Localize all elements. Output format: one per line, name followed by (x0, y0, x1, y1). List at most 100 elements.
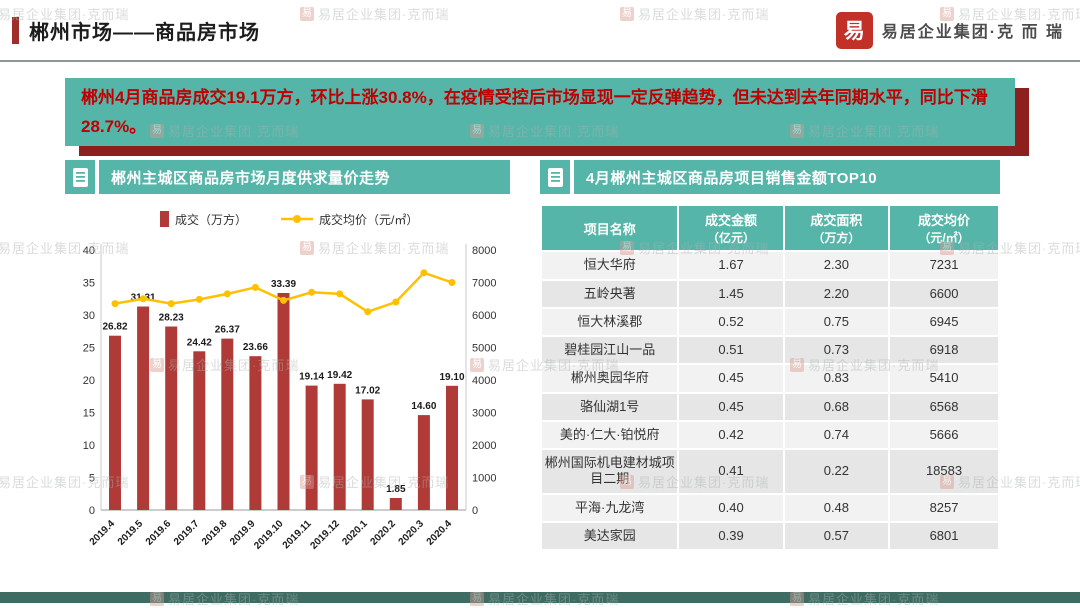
y-tick-label-right: 1000 (472, 473, 496, 485)
value-cell: 1.67 (677, 250, 785, 281)
y-tick-label-right: 8000 (472, 245, 496, 257)
x-tick-label: 2019.12 (308, 519, 342, 553)
y-tick-label-left: 30 (83, 310, 95, 322)
bar (305, 386, 318, 511)
value-cell: 0.74 (782, 419, 891, 451)
y-tick-label-left: 15 (83, 408, 95, 420)
x-tick-label: 2019.4 (88, 519, 118, 549)
value-cell: 0.75 (782, 306, 891, 338)
value-cell: 0.42 (677, 419, 785, 451)
y-tick-label-left: 20 (83, 375, 95, 387)
price-point (111, 300, 119, 308)
chart-svg: 成交（万方） 成交均价（元/㎡） 0 5 10 15 20 25 30 35 40 0 1000 2000… (83, 211, 496, 553)
price-point (251, 284, 259, 292)
x-tick-label: 2019.11 (281, 519, 314, 552)
table-section-title: 4月郴州主城区商品房项目销售金额TOP10 (540, 160, 1000, 195)
bar (389, 498, 402, 511)
price-point (448, 279, 456, 287)
price-point (223, 290, 231, 298)
value-cell: 5666 (888, 419, 1000, 451)
brand-text: 易居企业集团·克 而 瑞 (881, 24, 1064, 41)
y-tick-label-left: 25 (83, 343, 95, 355)
chart-section: 郴州主城区商品房市场月度供求量价走势 成交（万方） 成交均价（元/㎡） 0 5 10 15… (65, 160, 510, 571)
x-tick-label: 2020.3 (397, 519, 427, 549)
value-cell: 6568 (888, 391, 1000, 422)
value-cell: 0.52 (677, 306, 785, 338)
page-header: 郴州市场——商品房市场 易 易居企业集团·克 而 瑞 (0, 0, 1080, 62)
x-tick-label: 2019.5 (116, 519, 146, 549)
price-point (308, 289, 316, 297)
bar-value-label: 14.60 (411, 402, 436, 413)
bar (446, 386, 458, 511)
price-point (139, 295, 147, 303)
bar (221, 339, 234, 511)
table-row: 恒大林溪郡 0.52 0.75 6945 (539, 306, 1000, 338)
y-tick-label-right: 3000 (472, 408, 496, 420)
price-point (167, 300, 175, 308)
y-tick-label-right: 6000 (472, 310, 496, 322)
x-tick-label: 2019.8 (200, 519, 230, 549)
project-name-cell: 郴州奥园华府 (539, 363, 680, 394)
summary-line-2: 28.7%。 (81, 117, 147, 137)
value-cell: 7231 (888, 250, 1000, 281)
y-tick-label-left: 5 (89, 473, 95, 485)
value-cell: 0.51 (677, 335, 785, 366)
table-row: 郴州国际机电建材城项目二期 0.41 0.22 18583 (539, 448, 1000, 495)
form-icon (65, 160, 95, 195)
x-tick-label: 2020.1 (340, 519, 370, 549)
value-cell: 0.45 (677, 391, 785, 422)
table-title: 4月郴州主城区商品房项目销售金额TOP10 (574, 160, 1000, 195)
brand-logo: 易 易居企业集团·克 而 瑞 (835, 11, 1064, 49)
table-row: 恒大华府 1.67 2.30 7231 (539, 250, 1000, 281)
price-point (280, 297, 287, 305)
bar (361, 399, 374, 511)
bar (333, 384, 346, 511)
content-area: 郴州主城区商品房市场月度供求量价走势 成交（万方） 成交均价（元/㎡） 0 5 10 15… (65, 160, 1000, 571)
brand-seal-icon: 易 (835, 11, 873, 49)
page-title: 郴州市场——商品房市场 (29, 21, 260, 44)
value-cell: 0.68 (782, 391, 891, 422)
bar-value-label: 26.82 (102, 322, 127, 333)
value-cell: 5410 (888, 363, 1000, 394)
value-cell: 0.48 (782, 492, 891, 523)
project-name-cell: 郴州国际机电建材城项目二期 (539, 448, 680, 495)
title-accent-bar (12, 16, 19, 44)
svg-text:成交均价（元/㎡）: 成交均价（元/㎡） (319, 212, 418, 227)
y-tick-label-right: 7000 (472, 278, 496, 290)
svg-text:成交（万方）: 成交（万方） (175, 212, 247, 227)
table-row: 骆仙湖1号 0.45 0.68 6568 (539, 391, 1000, 422)
bar (193, 351, 206, 511)
project-name-cell: 恒大林溪郡 (539, 306, 680, 338)
table-row: 美的·仁大·铂悦府 0.42 0.74 5666 (539, 419, 1000, 451)
bar-value-label: 19.42 (327, 370, 352, 381)
y-tick-label-left: 0 (89, 505, 95, 517)
monthly-supply-price-chart: 成交（万方） 成交均价（元/㎡） 0 5 10 15 20 25 30 35 40 0 1000 2000… (65, 198, 510, 571)
column-header: 成交均价 （元/㎡） (888, 204, 1000, 253)
price-point (392, 298, 400, 306)
table-row: 碧桂园江山一品 0.51 0.73 6918 (539, 335, 1000, 366)
bar-value-label: 33.39 (271, 279, 296, 290)
value-cell: 0.40 (677, 492, 785, 523)
price-point (195, 296, 203, 304)
project-name-cell: 骆仙湖1号 (539, 391, 680, 422)
value-cell: 8257 (888, 492, 1000, 523)
summary-banner: 郴州4月商品房成交19.1万方，环比上涨30.8%，在疫情受控后市场显现一定反弹… (65, 78, 1015, 147)
value-cell: 0.45 (677, 363, 785, 394)
form-icon (540, 160, 570, 195)
value-cell: 6801 (888, 520, 1000, 552)
price-point (420, 269, 428, 277)
table-section: 4月郴州主城区商品房项目销售金额TOP10 项目名称 成交金额 （亿元） 成交面积 （万… (539, 160, 1000, 571)
legend-bar-swatch (160, 211, 169, 228)
price-point (336, 290, 344, 298)
project-name-cell: 平海·九龙湾 (539, 492, 680, 523)
y-tick-label-left: 35 (83, 278, 95, 290)
value-cell: 2.20 (782, 278, 891, 309)
project-name-cell: 美的·仁大·铂悦府 (539, 419, 680, 451)
value-cell: 0.73 (782, 335, 891, 366)
x-tick-label: 2020.2 (369, 519, 399, 549)
value-cell: 0.83 (782, 363, 891, 394)
value-cell: 0.39 (677, 520, 785, 552)
y-tick-label-right: 0 (472, 505, 478, 517)
value-cell: 6945 (888, 306, 1000, 338)
